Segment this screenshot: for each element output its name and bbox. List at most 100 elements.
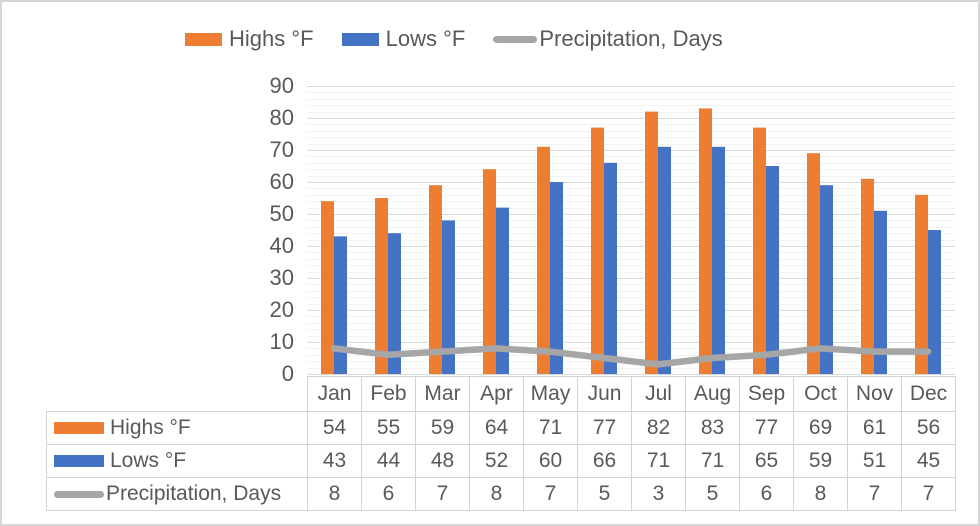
bar-lows-f-dec: [928, 230, 941, 374]
bar-highs-f-jan: [321, 201, 334, 374]
month-header-jun: Jun: [577, 376, 632, 412]
row-label: Highs °F: [110, 416, 191, 439]
month-header-aug: Aug: [685, 376, 740, 412]
month-header-may: May: [523, 376, 578, 412]
value-lows-f-dec: 45: [901, 444, 956, 478]
table-row-highs-f: Highs °F 54 55 59 64 71 77 82 83 77 69 61 56: [46, 411, 956, 445]
y-axis-label: 30: [269, 265, 294, 290]
month-header-row: Jan Feb Mar Apr May Jun Jul Aug Sep Oct Nov Dec: [47, 376, 956, 412]
value-highs-f-oct: 69: [793, 411, 848, 445]
row-label-cell: Highs °F: [46, 411, 308, 445]
value-highs-f-sep: 77: [739, 411, 794, 445]
highs-f-key-swatch-icon: [54, 422, 104, 434]
bar-highs-f-jun: [591, 127, 604, 374]
value-highs-f-dec: 56: [901, 411, 956, 445]
value-lows-f-feb: 44: [361, 444, 416, 478]
bar-highs-f-mar: [429, 185, 442, 374]
value-precipitation-days-may: 7: [523, 477, 578, 511]
month-header-feb: Feb: [361, 376, 416, 412]
bar-lows-f-jun: [604, 162, 617, 374]
value-precipitation-days-aug: 5: [685, 477, 740, 511]
value-highs-f-may: 71: [523, 411, 578, 445]
y-axis-label: 20: [269, 297, 294, 322]
value-lows-f-mar: 48: [415, 444, 470, 478]
bar-lows-f-oct: [820, 185, 833, 374]
value-highs-f-jul: 82: [631, 411, 686, 445]
table-corner-cell: [47, 377, 308, 412]
value-lows-f-apr: 52: [469, 444, 524, 478]
value-lows-f-oct: 59: [793, 444, 848, 478]
y-axis-label: 60: [269, 169, 294, 194]
bar-lows-f-nov: [874, 210, 887, 374]
value-precipitation-days-apr: 8: [469, 477, 524, 511]
month-header-mar: Mar: [415, 376, 470, 412]
lows-f-legend-swatch-icon: [341, 32, 379, 46]
legend-label: Lows °F: [385, 26, 466, 51]
value-precipitation-days-sep: 6: [739, 477, 794, 511]
y-axis-label: 70: [269, 137, 294, 162]
value-precipitation-days-mar: 7: [415, 477, 470, 511]
y-axis-label: 90: [269, 73, 294, 98]
legend-item-precipitation-days: Precipitation, Days: [493, 26, 723, 52]
bar-highs-f-jul: [645, 111, 658, 374]
bar-highs-f-sep: [753, 127, 766, 374]
row-label-cell: Precipitation, Days: [46, 477, 308, 511]
value-precipitation-days-oct: 8: [793, 477, 848, 511]
row-label-cell: Lows °F: [46, 444, 308, 478]
month-header-nov: Nov: [847, 376, 902, 412]
bar-lows-f-mar: [442, 220, 455, 374]
bar-lows-f-sep: [766, 166, 779, 374]
bar-highs-f-may: [537, 146, 550, 374]
value-precipitation-days-jan: 8: [307, 477, 362, 511]
value-precipitation-days-dec: 7: [901, 477, 956, 511]
lows-f-bars: [334, 146, 941, 374]
value-highs-f-jan: 54: [307, 411, 362, 445]
y-axis-label: 50: [269, 201, 294, 226]
bar-highs-f-oct: [807, 153, 820, 374]
row-label: Lows °F: [110, 449, 187, 472]
bar-lows-f-apr: [496, 207, 509, 374]
bar-lows-f-aug: [712, 146, 725, 374]
bar-highs-f-apr: [483, 169, 496, 374]
value-highs-f-mar: 59: [415, 411, 470, 445]
plot-area: [307, 86, 955, 375]
value-lows-f-aug: 71: [685, 444, 740, 478]
bar-lows-f-may: [550, 182, 563, 374]
value-lows-f-jan: 43: [307, 444, 362, 478]
bar-highs-f-nov: [861, 178, 874, 374]
value-precipitation-days-jun: 5: [577, 477, 632, 511]
precipitation-days-key-swatch-icon: [54, 490, 104, 498]
value-lows-f-may: 60: [523, 444, 578, 478]
bar-lows-f-jul: [658, 146, 671, 374]
legend-item-lows-f: Lows °F: [341, 26, 466, 52]
value-highs-f-feb: 55: [361, 411, 416, 445]
bar-highs-f-aug: [699, 108, 712, 375]
y-axis-label: 10: [269, 329, 294, 354]
legend: Highs °F Lows °F Precipitation, Days: [185, 26, 723, 52]
value-lows-f-nov: 51: [847, 444, 902, 478]
value-precipitation-days-feb: 6: [361, 477, 416, 511]
bar-highs-f-feb: [375, 198, 388, 374]
value-lows-f-sep: 65: [739, 444, 794, 478]
table-row-precipitation-days: Precipitation, Days 8 6 7 8 7 5 3 5 6 8 7 7: [46, 477, 956, 511]
row-label: Precipitation, Days: [106, 482, 282, 505]
highs-f-bars: [321, 108, 928, 375]
value-highs-f-jun: 77: [577, 411, 632, 445]
month-header-dec: Dec: [901, 376, 956, 412]
y-axis-label: 0: [281, 361, 294, 386]
precipitation-days-legend-swatch-icon: [493, 35, 538, 43]
legend-label: Precipitation, Days: [539, 26, 723, 51]
bar-highs-f-dec: [915, 194, 928, 374]
bar-lows-f-feb: [388, 233, 401, 374]
legend-item-highs-f: Highs °F: [185, 26, 314, 52]
month-header-sep: Sep: [739, 376, 794, 412]
month-header-apr: Apr: [469, 376, 524, 412]
bar-lows-f-jan: [334, 236, 347, 374]
legend-label: Highs °F: [229, 26, 314, 51]
month-header-oct: Oct: [793, 376, 848, 412]
value-highs-f-apr: 64: [469, 411, 524, 445]
major-gridlines: [307, 86, 955, 375]
table-row-lows-f: Lows °F 43 44 48 52 60 66 71 71 65 59 51 45: [46, 444, 956, 478]
value-precipitation-days-jul: 3: [631, 477, 686, 511]
